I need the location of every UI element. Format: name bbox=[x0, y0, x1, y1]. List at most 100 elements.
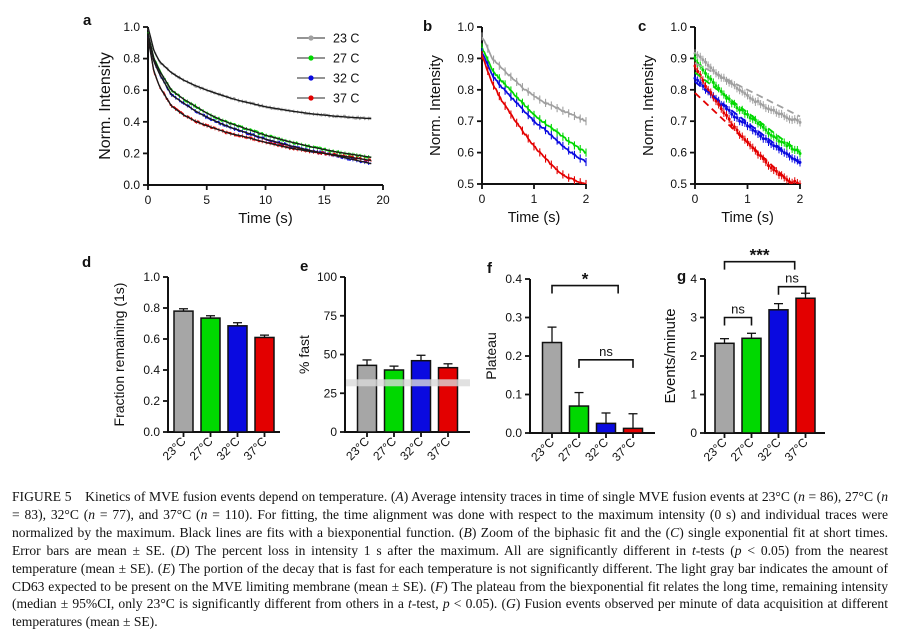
caption-segment: t bbox=[692, 542, 696, 558]
svg-text:0.9: 0.9 bbox=[457, 51, 474, 65]
svg-text:0.6: 0.6 bbox=[123, 83, 140, 97]
figure-caption: FIGURE 5 Kinetics of MVE fusion events d… bbox=[12, 488, 888, 631]
caption-segment: E bbox=[162, 560, 171, 576]
svg-text:0.0: 0.0 bbox=[123, 178, 140, 192]
significance-label: ns bbox=[731, 302, 745, 317]
svg-text:0.4: 0.4 bbox=[123, 115, 140, 129]
svg-text:5: 5 bbox=[203, 193, 210, 207]
axes: 0.0 0.2 0.4 0.6 0.8 1.0 Fraction remaining (1s… bbox=[111, 270, 280, 439]
legend-label: 27 C bbox=[333, 52, 359, 66]
fit-line bbox=[147, 37, 372, 162]
bar-27°C bbox=[200, 315, 221, 433]
panel-f-chart: 0.0 0.1 0.2 0.3 0.4 Plateau 23°C27°C32°C37°C * n… bbox=[483, 270, 655, 464]
panel-e-chart: 0 25 50 75 100 % fast 23°C27°C32°C37°C bbox=[296, 270, 470, 463]
svg-text:50: 50 bbox=[324, 348, 338, 362]
y-axis-label: Norm. Intensity bbox=[97, 52, 114, 160]
dashed-fit-line bbox=[694, 92, 793, 184]
legend-dot-marker bbox=[308, 55, 314, 61]
category-label: 37°C bbox=[782, 435, 811, 464]
svg-text:1.0: 1.0 bbox=[670, 20, 687, 34]
caption-segment: G bbox=[506, 596, 516, 612]
svg-text:100: 100 bbox=[317, 270, 337, 284]
svg-text:0.0: 0.0 bbox=[505, 426, 522, 440]
svg-text:20: 20 bbox=[376, 193, 390, 207]
panel-a-chart: 0.0 0.2 0.4 0.6 0.8 1.0 0 5 10 15 20 Norm. Intensit… bbox=[97, 20, 390, 227]
panel-g-chart: 0 1 2 3 4 Events/minute 23°C27°C32°C37°C ns ns **… bbox=[662, 246, 825, 464]
significance-label: ns bbox=[599, 344, 613, 359]
series-23C bbox=[481, 32, 587, 126]
caption-segment: p bbox=[734, 542, 742, 558]
caption-segment: = 110). For fitting, the time alignment … bbox=[12, 506, 888, 540]
category-label: 27°C bbox=[728, 435, 757, 464]
svg-text:15: 15 bbox=[318, 193, 332, 207]
panel-d-label: d bbox=[82, 254, 92, 271]
caption-segment: ) The percent loss in intensity 1 s afte… bbox=[185, 542, 692, 558]
svg-text:0.4: 0.4 bbox=[505, 272, 522, 286]
caption-segment: D bbox=[175, 542, 186, 558]
series-37C bbox=[481, 51, 587, 184]
bar-27°C bbox=[741, 332, 762, 434]
x-axis-label: Time (s) bbox=[238, 210, 292, 227]
svg-text:0.0: 0.0 bbox=[143, 425, 160, 439]
series-23C bbox=[693, 49, 802, 127]
caption-segment: A bbox=[395, 489, 404, 504]
caption-segment: FIGURE 5 bbox=[12, 489, 72, 504]
axes: 0.5 0.6 0.7 0.8 0.9 1.0 0 1 2 Norm. Intensity Time… bbox=[640, 20, 804, 226]
significance-label: *** bbox=[750, 246, 770, 265]
svg-text:0.2: 0.2 bbox=[505, 349, 522, 363]
svg-text:2: 2 bbox=[583, 192, 590, 206]
legend-dot-marker bbox=[308, 95, 314, 101]
svg-text:0.7: 0.7 bbox=[457, 114, 474, 128]
y-axis-label: % fast bbox=[296, 335, 312, 374]
panel-b-label: b bbox=[423, 18, 433, 35]
bar-23°C bbox=[173, 308, 194, 433]
bar-37°C bbox=[254, 334, 275, 433]
x-axis-label: Time (s) bbox=[721, 210, 774, 226]
svg-text:0.6: 0.6 bbox=[670, 146, 687, 160]
caption-segment: ) Fusion events observed per minute of d… bbox=[12, 596, 888, 630]
svg-text:0.2: 0.2 bbox=[143, 394, 160, 408]
axes: 0.0 0.2 0.4 0.6 0.8 1.0 0 5 10 15 20 Norm. Intensit… bbox=[97, 20, 390, 227]
caption-segment: ) The portion of the decay that is fast … bbox=[12, 560, 888, 594]
dashed-fit-line bbox=[694, 62, 801, 118]
svg-text:0.7: 0.7 bbox=[670, 114, 687, 128]
fit-line bbox=[147, 33, 372, 159]
caption-segment: F bbox=[434, 578, 444, 594]
legend-label: 37 C bbox=[333, 92, 359, 106]
caption-segment: ) single exponential fit at short times.… bbox=[12, 524, 889, 558]
svg-text:0.6: 0.6 bbox=[143, 332, 160, 346]
axes: 0.5 0.6 0.7 0.8 0.9 1.0 0 1 2 Norm. Intensity Time… bbox=[427, 20, 590, 226]
svg-text:10: 10 bbox=[259, 193, 273, 207]
svg-text:0.5: 0.5 bbox=[457, 177, 474, 191]
svg-text:3: 3 bbox=[690, 311, 697, 325]
bar-23°C bbox=[356, 359, 378, 433]
significance-label: ns bbox=[785, 271, 799, 286]
caption-segment: n bbox=[88, 506, 96, 522]
svg-text:0.8: 0.8 bbox=[143, 301, 160, 315]
svg-text:0: 0 bbox=[145, 193, 152, 207]
y-axis-label: Norm. Intensity bbox=[640, 55, 657, 156]
svg-text:75: 75 bbox=[324, 309, 338, 323]
panel-g-label: g bbox=[677, 268, 687, 285]
y-axis-label: Fraction remaining (1s) bbox=[111, 283, 127, 427]
caption-segment: Kinetics of MVE fusion events depend on … bbox=[71, 489, 396, 504]
legend-label: 23 C bbox=[333, 32, 359, 46]
category-label: 32°C bbox=[755, 435, 784, 464]
caption-segment: C bbox=[670, 524, 680, 540]
bar-32°C bbox=[595, 412, 617, 434]
series-32C bbox=[481, 48, 587, 167]
panel-a-label: a bbox=[83, 12, 92, 29]
caption-segment: B bbox=[463, 524, 472, 540]
svg-text:4: 4 bbox=[690, 272, 697, 286]
svg-text:0: 0 bbox=[692, 192, 699, 206]
svg-text:1: 1 bbox=[690, 388, 697, 402]
bar-37°C bbox=[622, 413, 644, 434]
legend-dot-marker bbox=[308, 75, 314, 81]
panel-e-label: e bbox=[300, 258, 309, 275]
reference-band bbox=[346, 379, 470, 387]
legend-label: 32 C bbox=[333, 72, 359, 86]
bar-37°C bbox=[795, 292, 816, 434]
panel-b-chart: 0.5 0.6 0.7 0.8 0.9 1.0 0 1 2 Norm. Intensity Time… bbox=[427, 20, 590, 226]
caption-segment: ) Average intensity traces in time of si… bbox=[403, 489, 799, 504]
